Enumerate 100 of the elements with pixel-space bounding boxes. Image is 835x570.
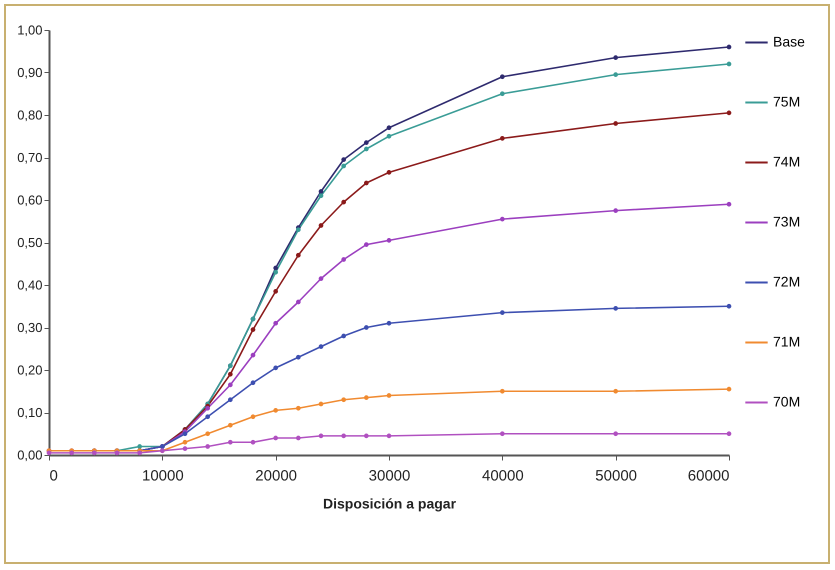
point xyxy=(273,408,278,413)
point xyxy=(228,382,233,388)
point xyxy=(296,354,301,360)
point xyxy=(500,91,505,96)
legend-label: 72M xyxy=(773,274,800,290)
point xyxy=(386,134,392,139)
point xyxy=(341,434,346,438)
x-tick-label: 0 xyxy=(50,468,58,484)
point xyxy=(386,320,392,326)
point xyxy=(500,136,505,141)
point xyxy=(137,450,142,456)
point xyxy=(500,310,505,315)
point xyxy=(318,434,324,438)
point xyxy=(341,257,346,262)
point xyxy=(273,366,278,370)
point xyxy=(726,431,732,436)
point xyxy=(318,193,324,198)
legend-label: Base xyxy=(773,34,806,50)
point xyxy=(296,252,301,258)
x-tick-label: 50000 xyxy=(595,468,638,484)
point xyxy=(318,223,324,228)
point xyxy=(341,334,346,338)
point xyxy=(205,406,210,411)
point xyxy=(364,434,369,438)
point xyxy=(726,304,732,309)
point xyxy=(273,436,278,440)
point xyxy=(364,395,369,400)
point xyxy=(613,306,618,311)
y-tick-label: 0,20 xyxy=(17,362,42,378)
legend-label: 70M xyxy=(773,394,800,410)
y-tick-label: 0,50 xyxy=(17,235,42,250)
legend-label: 75M xyxy=(773,94,800,110)
point xyxy=(250,414,256,420)
point xyxy=(273,266,278,270)
point xyxy=(228,440,233,445)
y-tick-label: 0,00 xyxy=(17,448,42,462)
point xyxy=(613,55,618,60)
point xyxy=(182,431,188,436)
point xyxy=(137,444,142,449)
point xyxy=(318,402,324,406)
point xyxy=(386,125,392,130)
point xyxy=(296,300,301,304)
y-tick-label: 1,00 xyxy=(17,22,42,38)
point xyxy=(250,380,256,386)
y-tick-label: 0,10 xyxy=(17,405,42,420)
point xyxy=(386,238,392,243)
point xyxy=(296,436,301,440)
y-tick-label: 0,40 xyxy=(17,278,42,292)
x-tick-label: 40000 xyxy=(482,468,524,484)
point xyxy=(69,450,74,456)
point xyxy=(273,320,278,326)
x-tick-label: 20000 xyxy=(255,468,298,484)
point xyxy=(613,72,618,77)
point xyxy=(205,431,210,436)
y-tick-label: 0,80 xyxy=(17,108,42,122)
y-tick-label: 0,90 xyxy=(17,65,42,80)
point xyxy=(318,276,324,281)
legend-label: 74M xyxy=(773,154,800,170)
legend-label: 73M xyxy=(773,214,800,230)
point xyxy=(500,388,505,394)
point xyxy=(726,202,732,207)
point xyxy=(318,344,324,349)
point xyxy=(500,216,505,222)
point xyxy=(386,434,392,438)
point xyxy=(318,189,324,194)
legend-label: 71M xyxy=(773,334,800,350)
point xyxy=(386,393,392,398)
point xyxy=(273,289,278,294)
point xyxy=(114,450,120,456)
point xyxy=(92,450,97,456)
point xyxy=(613,388,618,394)
point xyxy=(296,227,301,232)
point xyxy=(250,440,256,445)
point xyxy=(613,208,618,213)
point xyxy=(205,444,210,449)
point xyxy=(341,397,346,402)
point xyxy=(273,270,278,275)
point xyxy=(364,146,369,152)
point xyxy=(726,44,732,50)
point xyxy=(364,140,369,145)
point xyxy=(228,372,233,377)
x-tick-label: 60000 xyxy=(688,468,730,484)
point xyxy=(182,446,188,451)
y-tick-label: 0,70 xyxy=(17,150,42,165)
point xyxy=(613,431,618,436)
point xyxy=(500,431,505,436)
point xyxy=(364,180,369,186)
point xyxy=(228,397,233,402)
point xyxy=(341,164,346,168)
x-tick-label: 30000 xyxy=(368,468,410,484)
point xyxy=(46,450,52,456)
point xyxy=(205,414,210,420)
point xyxy=(296,406,301,411)
point xyxy=(341,157,346,162)
point xyxy=(228,422,233,428)
y-tick-label: 0,30 xyxy=(17,320,42,335)
x-axis-title: Disposición a pagar xyxy=(322,496,457,512)
point xyxy=(500,74,505,80)
point xyxy=(726,386,732,392)
point xyxy=(613,121,618,126)
